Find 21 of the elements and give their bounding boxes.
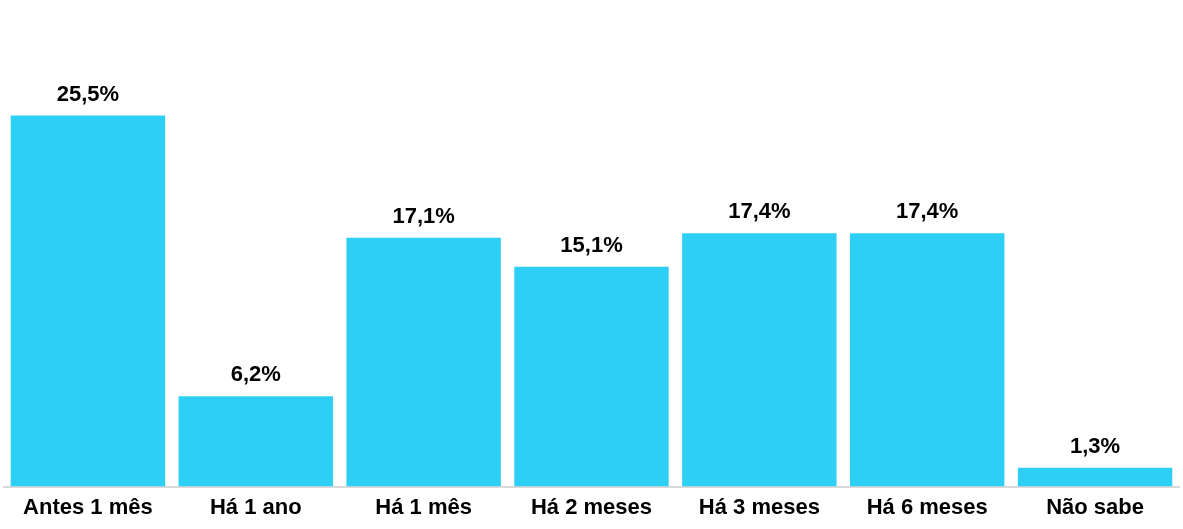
bar [346, 237, 501, 487]
x-tick-label: Há 3 meses [698, 493, 820, 519]
bar [514, 266, 669, 487]
bar [1017, 467, 1173, 487]
x-tick-label: Há 2 meses [530, 493, 653, 519]
data-label: 17,4% [896, 198, 959, 224]
bar [178, 396, 333, 487]
data-label: 6,2% [230, 361, 281, 387]
bar [682, 233, 837, 487]
x-tick-label: Há 1 ano [209, 493, 302, 519]
data-label: 15,1% [560, 231, 623, 257]
x-tick-label: Há 1 mês [375, 493, 472, 519]
data-label: 1,3% [1069, 432, 1121, 458]
data-label: 25,5% [56, 80, 120, 106]
bar [10, 115, 166, 487]
data-label: 17,4% [728, 198, 791, 224]
bar [850, 233, 1005, 487]
x-tick-label: Não sabe [1046, 493, 1144, 519]
data-label: 17,1% [392, 202, 455, 228]
x-tick-label: Há 6 meses [866, 493, 988, 519]
x-tick-label: Antes 1 mês [23, 493, 153, 519]
